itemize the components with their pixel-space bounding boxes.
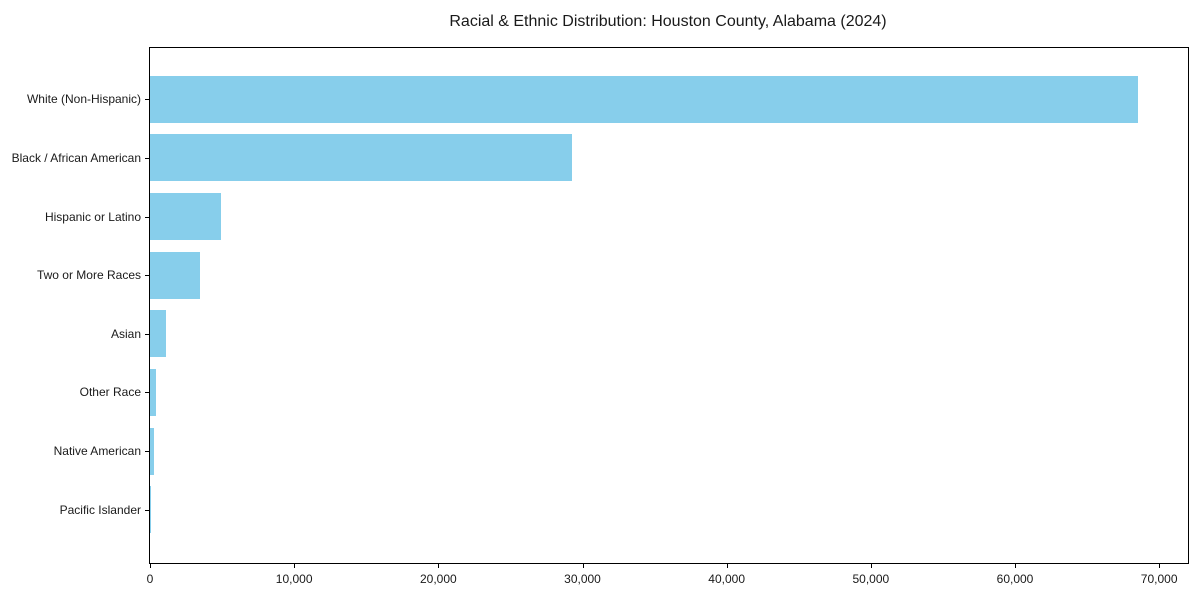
x-tick-mark	[1015, 564, 1016, 568]
bar-native-american	[150, 427, 155, 475]
x-tick-mark	[726, 564, 728, 568]
x-tick-mark	[582, 564, 584, 568]
y-tick-mark	[145, 392, 149, 394]
x-tick-label: 20,000	[419, 572, 457, 586]
bar-hispanic-or-latino	[150, 193, 221, 241]
chart-title: Racial & Ethnic Distribution: Houston Co…	[449, 13, 887, 30]
x-tick-label: 30,000	[564, 572, 601, 586]
y-tick-label: Pacific Islander	[59, 502, 141, 517]
bar-other-race	[150, 368, 157, 416]
x-tick-label: 50,000	[852, 572, 890, 586]
y-tick-mark	[145, 509, 149, 511]
y-tick-mark	[145, 275, 149, 277]
y-tick-mark	[145, 333, 149, 335]
x-tick-mark	[870, 564, 872, 568]
x-tick-mark	[294, 564, 296, 568]
x-tick-label: 40,000	[708, 572, 745, 586]
y-tick-label: Black / African American	[11, 150, 141, 165]
y-tick-mark	[145, 216, 149, 218]
y-tick-label: Hispanic or Latino	[44, 209, 141, 224]
y-tick-mark	[145, 157, 149, 159]
bar-pacific-islander	[150, 486, 151, 534]
x-tick-mark	[1159, 564, 1161, 568]
y-tick-label: White (Non-Hispanic)	[26, 92, 141, 107]
x-tick-mark	[150, 564, 151, 568]
y-tick-label: Native American	[53, 444, 141, 459]
bar-white-non-hispanic	[150, 75, 1138, 123]
bar-black-african-american	[150, 134, 573, 182]
y-tick-label: Asian	[110, 326, 141, 341]
bar-two-or-more-races	[150, 251, 201, 299]
x-tick-label: 70,000	[1140, 572, 1178, 586]
y-tick-label: Two or More Races	[36, 268, 141, 283]
x-tick-label: 60,000	[996, 572, 1034, 586]
x-tick-label: 0	[146, 572, 154, 586]
x-tick-label: 10,000	[275, 572, 313, 586]
y-tick-label: Other Race	[79, 385, 141, 400]
y-tick-mark	[145, 451, 149, 453]
bar-asian	[150, 310, 166, 358]
x-tick-mark	[438, 564, 440, 568]
plot-area: White (Non-Hispanic) Black / African Amer…	[12, 47, 1189, 586]
y-tick-mark	[145, 99, 149, 101]
